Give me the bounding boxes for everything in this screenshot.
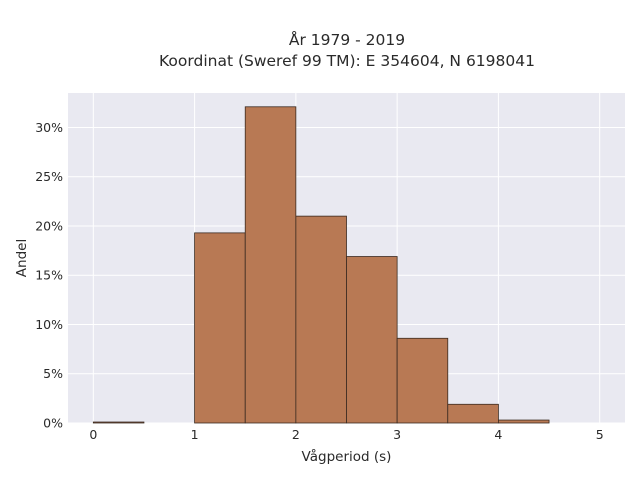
x-tick-label: 4 [494,427,502,442]
x-tick-label: 0 [89,427,97,442]
histogram-bar [346,256,398,424]
y-tick-label: 30% [35,120,63,135]
histogram-bar [295,215,347,424]
y-tick-label: 15% [35,268,63,283]
y-axis-label: Andel [14,239,30,277]
y-tick-label: 5% [43,366,63,381]
chart-title: År 1979 - 2019 [289,30,405,49]
y-tick-label: 25% [35,169,63,184]
y-tick-label: 20% [35,218,63,233]
x-tick-label: 3 [393,427,401,442]
histogram-bar [244,106,297,424]
histogram-bar [447,403,499,424]
histogram-bar [498,419,550,424]
histogram-bar [194,232,246,424]
y-tick-label: 0% [43,416,63,431]
chart-subtitle: Koordinat (Sweref 99 TM): E 354604, N 61… [159,52,535,70]
histogram-bar [396,337,449,424]
y-axis-ticks: 0% 5% 10% 15% 20% 25% 30% [35,120,63,431]
histogram-bar [92,421,145,424]
x-axis-ticks: 0 1 2 3 4 5 [89,427,603,442]
histogram-bars [92,106,550,424]
x-tick-label: 2 [292,427,300,442]
x-tick-label: 1 [191,427,199,442]
x-tick-label: 5 [596,427,604,442]
x-axis-label: Vågperiod (s) [302,448,392,465]
y-tick-label: 10% [35,317,63,332]
